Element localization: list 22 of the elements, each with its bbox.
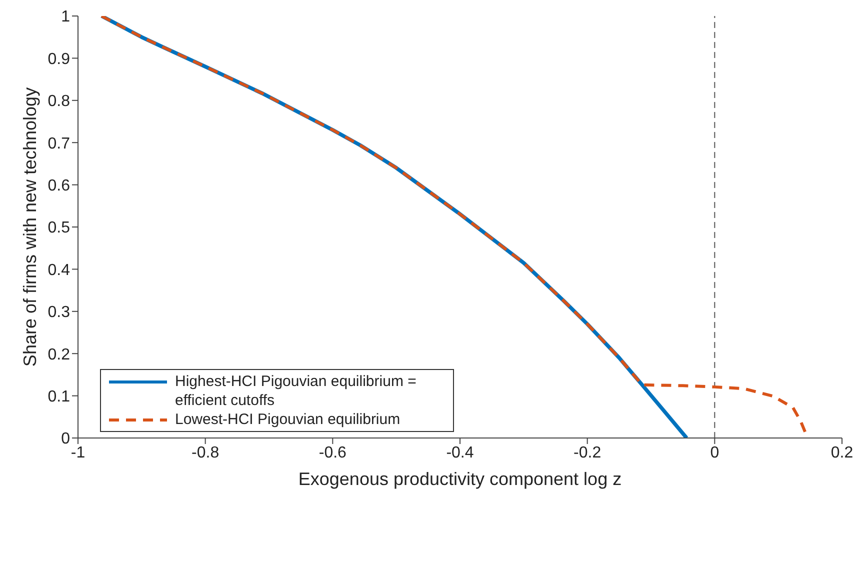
y-tick-label: 0.7 [48, 135, 70, 152]
y-tick-label: 0.1 [48, 388, 70, 406]
y-tick-label: 0.2 [48, 346, 70, 364]
x-tick-label: -0.6 [318, 444, 347, 462]
x-axis-title: Exogenous productivity component log z [298, 469, 622, 489]
y-tick-label: 0.6 [48, 177, 70, 194]
x-tick-label: -0.4 [446, 444, 474, 462]
x-tick-label: 0.2 [830, 444, 854, 462]
y-tick-label: 0.8 [48, 93, 70, 110]
y-tick-label: 0.4 [48, 262, 70, 279]
x-tick-label: -1 [70, 444, 86, 462]
x-tick-label: -0.2 [574, 444, 602, 462]
legend-label: Highest-HCI Pigouvian equilibrium = efficient cutoffs [175, 372, 418, 410]
y-tick-label: 1 [61, 8, 70, 26]
legend-label: Lowest-HCI Pigouvian equilibrium [175, 410, 400, 429]
y-axis-title: Share of firms with new technology [20, 87, 40, 367]
y-tick-label: 0.5 [48, 220, 70, 237]
y-tick-label: 0 [61, 430, 70, 448]
y-tick-label: 0.3 [48, 304, 70, 322]
x-tick-label: -0.8 [192, 444, 220, 462]
x-tick-label: 0 [710, 444, 720, 462]
y-tick-label: 0.9 [48, 50, 70, 68]
